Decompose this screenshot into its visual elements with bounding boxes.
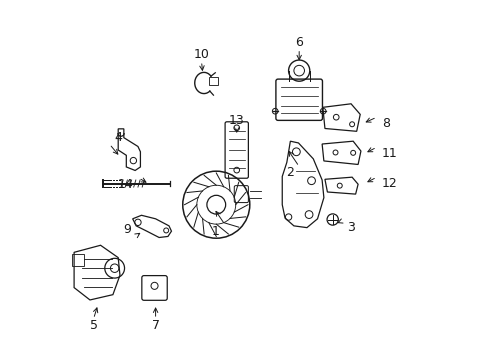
Text: 10: 10 <box>193 48 209 61</box>
Text: 11: 11 <box>381 147 397 160</box>
Text: 8: 8 <box>381 117 389 130</box>
Text: 2: 2 <box>285 166 293 179</box>
Text: 1: 1 <box>211 225 219 238</box>
Text: 4: 4 <box>114 131 122 144</box>
Text: 12: 12 <box>381 177 397 190</box>
Text: 6: 6 <box>295 36 303 49</box>
Text: 7: 7 <box>151 319 159 332</box>
Text: 5: 5 <box>89 319 97 332</box>
Text: 3: 3 <box>346 221 354 234</box>
Text: 9: 9 <box>123 223 131 236</box>
Text: 14: 14 <box>118 178 133 191</box>
Text: 13: 13 <box>228 113 244 126</box>
